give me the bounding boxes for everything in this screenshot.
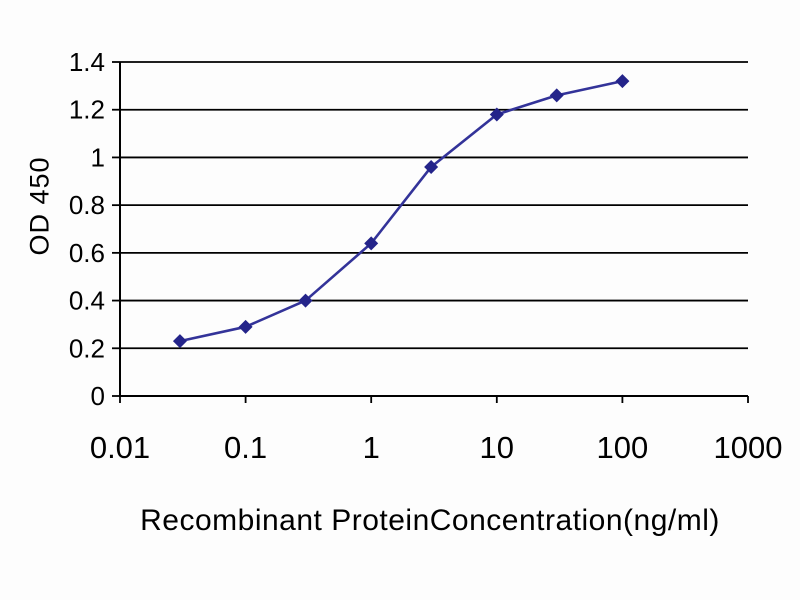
y-tick-label: 1.4 — [69, 47, 105, 77]
data-point-marker — [549, 88, 564, 103]
y-axis-title: OD 450 — [24, 156, 55, 256]
y-tick-label: 0 — [91, 381, 105, 411]
y-tick-label: 1 — [91, 142, 105, 172]
data-point-marker — [172, 334, 187, 349]
data-point-marker — [238, 319, 253, 334]
data-point-marker — [489, 107, 504, 122]
x-tick-label: 0.01 — [90, 430, 150, 465]
x-tick-label: 1 — [363, 430, 380, 465]
x-tick-label: 0.1 — [224, 430, 267, 465]
y-tick-label: 0.6 — [69, 238, 105, 268]
data-point-marker — [615, 74, 630, 89]
x-axis-title: Recombinant ProteinConcentration(ng/ml) — [140, 504, 720, 537]
data-point-marker — [364, 236, 379, 251]
x-tick-label: 100 — [597, 430, 649, 465]
y-tick-label: 0.2 — [69, 333, 105, 363]
data-point-marker — [424, 159, 439, 174]
x-tick-label: 10 — [480, 430, 514, 465]
y-tick-label: 0.8 — [69, 190, 105, 220]
data-point-marker — [298, 293, 313, 308]
y-tick-label: 1.2 — [69, 95, 105, 125]
y-tick-label: 0.4 — [69, 286, 105, 316]
x-tick-label: 1000 — [714, 430, 783, 465]
series-line — [179, 79, 623, 343]
